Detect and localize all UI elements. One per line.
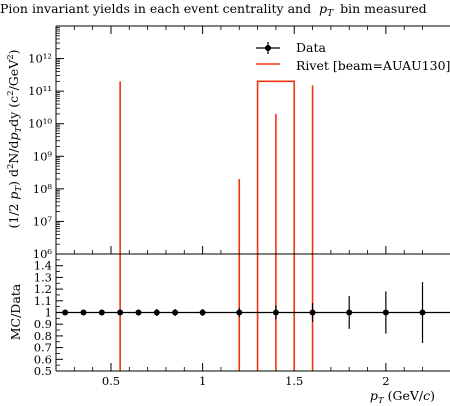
main-y-tick-label: 10⁸ (33, 182, 53, 196)
legend-rivet-label: Rivet [beam=AUAU130] [c (296, 58, 450, 73)
x-axis-label: pT (GeV/c) (370, 388, 435, 406)
data-point (135, 309, 142, 316)
data-point (236, 309, 243, 316)
ratio-y-tick-label: 1.3 (34, 270, 52, 284)
main-y-tick-label: 10⁶ (33, 247, 53, 261)
chart-title-main: Pion invariant yields in each event cent… (0, 1, 311, 16)
data-point (346, 309, 353, 316)
legend: Data Rivet [beam=AUAU130] [c (256, 40, 450, 73)
data-point (98, 309, 105, 316)
data-point (419, 309, 426, 316)
ratio-y-tick-label: 0.7 (34, 341, 52, 355)
legend-data-label: Data (296, 40, 326, 55)
main-y-tick-label: 10⁷ (33, 214, 53, 228)
legend-entry-data: Data (256, 40, 326, 55)
ratio-y-tick-label: 1 (45, 306, 52, 320)
ratio-y-tick-label: 1.4 (34, 259, 52, 273)
legend-data-marker (265, 45, 271, 51)
data-point (382, 309, 389, 316)
ratio-y-tick-label: 0.8 (34, 329, 52, 343)
ratio-y-tick-label: 0.5 (34, 364, 52, 378)
x-tick-label: 1 (199, 374, 206, 388)
x-tick-label: 2 (382, 374, 389, 388)
data-point (199, 309, 206, 316)
ratio-y-tick-label: 1.1 (34, 294, 52, 308)
data-point (153, 309, 160, 316)
chart-title-pt-sub: T (327, 9, 334, 19)
ratio-y-tick-label: 0.9 (34, 317, 52, 331)
main-y-ticks: 10⁶ 10⁷ 10⁸ 10⁹ 10¹⁰ 10¹¹ 10¹² (28, 27, 64, 261)
legend-entry-rivet: Rivet [beam=AUAU130] [c (256, 58, 450, 73)
chart-title-tail: bin measured (340, 1, 427, 16)
main-y-tick-label: 10¹⁰ (28, 117, 52, 131)
ratio-y-tick-label: 1.2 (34, 282, 52, 296)
data-point (172, 309, 179, 316)
data-point (309, 309, 316, 316)
data-point (80, 309, 87, 316)
x-tick-label: 0.5 (102, 374, 120, 388)
chart-title: Pion invariant yields in each event cent… (0, 1, 427, 19)
main-y-tick-label: 10¹¹ (28, 84, 52, 98)
main-y-tick-label: 10⁹ (33, 149, 53, 163)
data-point (117, 309, 124, 316)
chart-marks (56, 80, 450, 371)
data-point (62, 309, 69, 316)
ratio-y-ticks: 0.50.60.70.80.911.11.21.31.4 (34, 259, 63, 378)
data-point (272, 309, 279, 316)
rivet-box-main (256, 80, 296, 254)
x-tick-label: 1.5 (285, 374, 303, 388)
ratio-y-tick-label: 0.6 (34, 352, 52, 366)
main-y-tick-label: 10¹² (28, 52, 52, 66)
ratio-y-axis-label: MC/Data (8, 283, 23, 340)
chart-title-pt: p (319, 1, 327, 16)
